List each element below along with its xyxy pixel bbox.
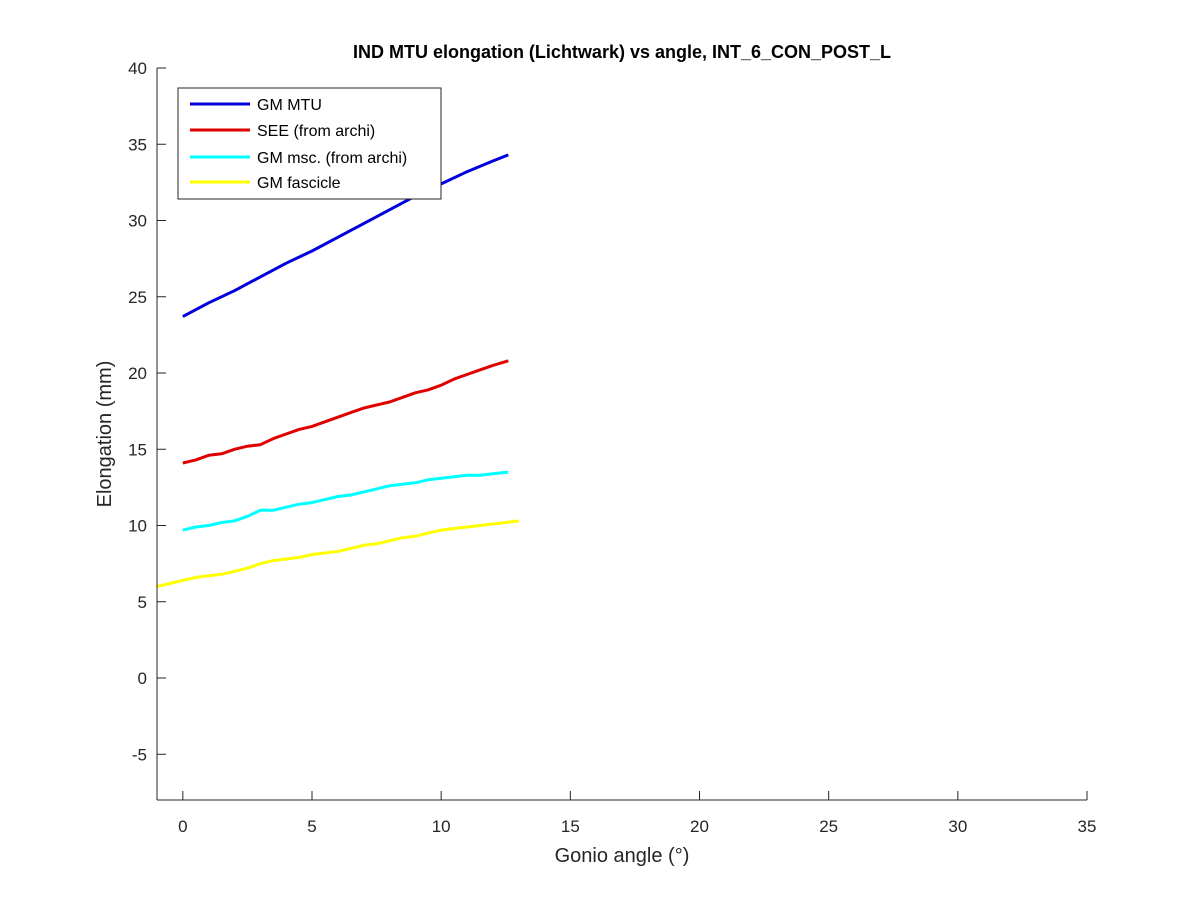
legend-label-see: SEE (from archi) [257,123,375,140]
x-tick-label-6: 30 [948,817,967,836]
x-tick-label-4: 20 [690,817,709,836]
legend-entry-gm-fascicle: GM fascicle [190,175,341,192]
x-tick-label-7: 35 [1078,817,1097,836]
series-layer [156,153,519,588]
legend-label-gm-msc: GM msc. (from archi) [257,150,407,167]
y-tick-label-3: 10 [128,517,147,536]
x-ticks: 0 5 10 15 20 25 30 35 [178,791,1096,836]
x-axis-title: Gonio angle (°) [555,845,690,867]
x-tick-label-3: 15 [561,817,580,836]
x-tick-label-5: 25 [819,817,838,836]
y-tick-label-8: 35 [128,135,147,154]
y-tick-label-4: 15 [128,440,147,459]
y-tick-label-5: 20 [128,364,147,383]
series-line-1 [182,359,509,465]
x-tick-label-0: 0 [178,817,187,836]
legend-label-gm-fascicle: GM fascicle [257,175,341,192]
series-line-0 [182,153,509,318]
y-tick-label-2: 5 [138,593,147,612]
y-axis-title: Elongation (mm) [94,361,116,508]
legend-entry-see: SEE (from archi) [190,123,375,140]
y-tick-label-1: 0 [138,669,147,688]
y-tick-label-6: 25 [128,288,147,307]
legend-label-gm-mtu: GM MTU [257,97,322,114]
chart-title: IND MTU elongation (Lichtwark) vs angle,… [353,42,891,62]
x-tick-label-1: 5 [307,817,316,836]
y-tick-label-9: 40 [128,59,147,78]
legend: GM MTU SEE (from archi) GM msc. (from ar… [177,87,442,200]
y-ticks: -5 0 5 10 15 20 25 30 35 40 [128,59,166,764]
legend-entry-gm-msc: GM msc. (from archi) [190,150,407,167]
y-tick-label-0: -5 [132,745,147,764]
legend-entry-gm-mtu: GM MTU [190,97,322,114]
x-tick-label-2: 10 [432,817,451,836]
series-line-2 [182,470,509,532]
y-tick-label-7: 30 [128,212,147,231]
series-line-3 [156,519,519,588]
